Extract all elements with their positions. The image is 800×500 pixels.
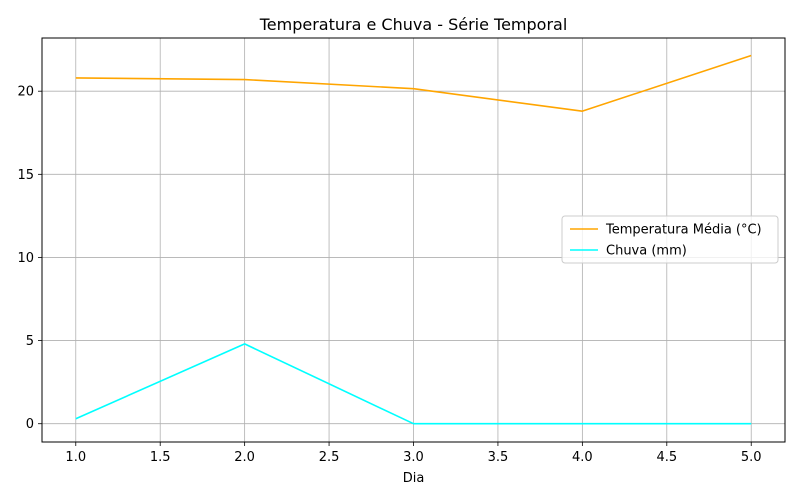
x-tick-label: 1.5 bbox=[150, 450, 171, 465]
series-line-chuva bbox=[75, 343, 752, 425]
legend: Temperatura Média (°C) Chuva (mm) bbox=[561, 215, 779, 264]
x-tick-label: 2.5 bbox=[319, 450, 340, 465]
series-lines bbox=[75, 54, 752, 425]
x-tick-label: 4.5 bbox=[656, 450, 677, 465]
x-axis-ticks: 1.0 1.5 2.0 2.5 3.0 3.5 4.0 4.5 5.0 bbox=[65, 442, 762, 465]
legend-label: Chuva (mm) bbox=[606, 244, 687, 259]
x-tick-label: 5.0 bbox=[741, 450, 762, 465]
y-axis-ticks: 0 5 10 15 20 bbox=[17, 85, 42, 432]
legend-box bbox=[561, 215, 779, 264]
x-axis-title: Dia bbox=[403, 471, 425, 486]
y-tick-label: 20 bbox=[17, 85, 34, 100]
x-tick-label: 1.0 bbox=[65, 450, 86, 465]
y-tick-label: 10 bbox=[17, 251, 34, 266]
x-tick-label: 2.0 bbox=[234, 450, 255, 465]
legend-label: Temperatura Média (°C) bbox=[605, 223, 762, 238]
x-tick-label: 3.0 bbox=[403, 450, 424, 465]
x-tick-label: 4.0 bbox=[572, 450, 593, 465]
y-tick-label: 15 bbox=[17, 168, 34, 183]
x-tick-label: 3.5 bbox=[488, 450, 509, 465]
y-tick-label: 5 bbox=[26, 334, 34, 349]
y-tick-label: 0 bbox=[26, 417, 34, 432]
series-line-temperatura bbox=[75, 54, 752, 112]
chart-title: Temperatura e Chuva - Série Temporal bbox=[259, 15, 568, 34]
